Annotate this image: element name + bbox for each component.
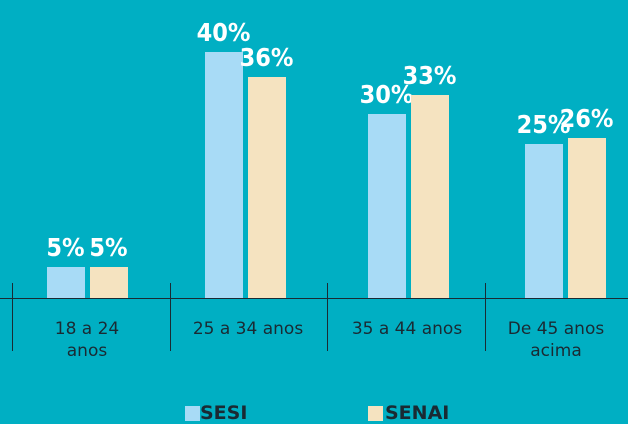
legend-swatch [368,406,383,421]
bar [410,95,449,298]
data-label: 30% [359,79,414,109]
baseline [0,298,628,299]
bar [367,113,406,298]
x-tick-label: 35 a 44 anos [351,319,463,339]
x-tick-label: 18 a 24 anos [54,319,120,361]
bar [46,267,85,298]
bar [524,144,563,298]
legend-swatch [185,406,200,421]
bar [89,267,128,298]
data-label: 33% [402,61,457,91]
data-label: 25% [516,110,571,140]
data-label: 5% [89,233,128,263]
bar [247,76,286,298]
x-tick-label: De 45 anos acima [507,319,605,361]
bar [204,52,243,298]
separator [327,283,328,351]
data-label: 5% [46,233,85,263]
x-tick-label: 25 a 34 anos [192,319,304,339]
data-label: 26% [559,104,614,134]
separator [485,283,486,351]
data-label: 36% [239,42,294,72]
legend-label: SESI [200,402,248,424]
legend-label: SENAI [385,402,450,424]
separator [12,283,13,351]
bar [567,138,606,298]
data-label: 40% [196,18,251,47]
separator [170,283,171,351]
